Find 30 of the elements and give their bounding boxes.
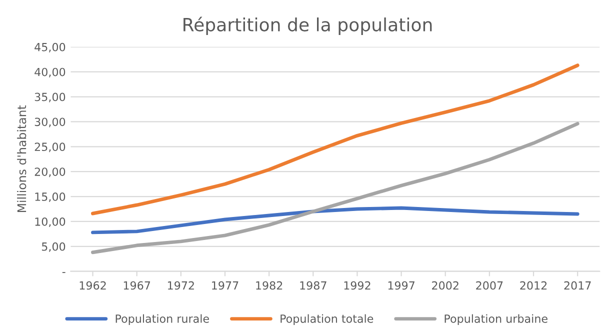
x-tick-label: 1982 — [256, 281, 282, 290]
x-tick-label: 1977 — [212, 281, 238, 290]
y-tick-label: 20,00 — [34, 168, 66, 178]
y-tick-label: 10,00 — [35, 217, 66, 227]
x-tick-label: 1992 — [344, 281, 370, 290]
legend-label: Population totale — [280, 314, 374, 325]
y-tick-label: 25,00 — [34, 142, 66, 152]
x-tick-label: 2012 — [520, 281, 547, 290]
x-tick-label: 1987 — [300, 281, 326, 290]
y-axis-title: Millions d'habitant — [17, 105, 26, 212]
y-tick-label: 5,00 — [42, 242, 66, 252]
legend-label: Population rurale — [116, 314, 209, 325]
x-tick-label: 2017 — [564, 281, 591, 290]
x-tick-label: 2002 — [432, 281, 458, 290]
line-series — [91, 206, 580, 234]
chart-title: Répartition de la population — [184, 16, 432, 35]
y-tick-label: 35,00 — [34, 92, 66, 102]
x-tick-label: 1967 — [124, 281, 150, 290]
line-series — [91, 122, 580, 254]
y-tick-label: 45,00 — [34, 42, 66, 52]
y-tick-label: - — [62, 272, 66, 273]
line-series — [91, 64, 580, 216]
y-tick-label: 40,00 — [34, 68, 66, 78]
y-tick-label: 30,00 — [34, 118, 66, 128]
x-tick-label: 1972 — [168, 281, 194, 290]
x-tick-label: 2007 — [476, 281, 503, 290]
y-tick-label: 15,00 — [35, 192, 66, 202]
legend-label: Population urbaine — [444, 314, 548, 325]
x-tick-label: 1997 — [388, 281, 414, 290]
x-tick-label: 1962 — [80, 281, 106, 290]
